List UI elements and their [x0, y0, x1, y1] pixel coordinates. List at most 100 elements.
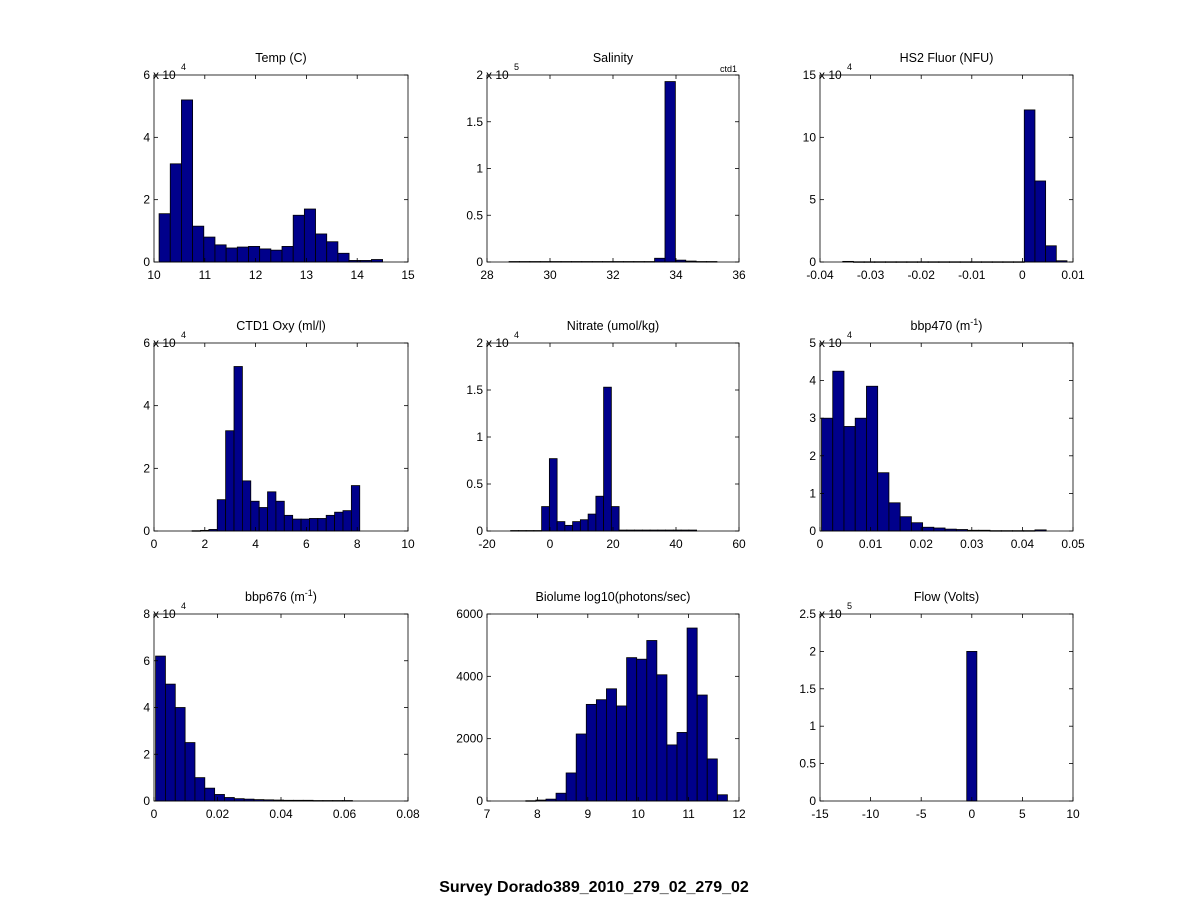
axis-multiplier-exponent: 4: [181, 62, 186, 72]
x-tick-label: 0.01: [1061, 268, 1085, 282]
histogram-bar: [1034, 180, 1047, 263]
histogram-bar: [169, 163, 182, 263]
histogram-bar: [275, 500, 285, 532]
axis-multiplier: x 10: [153, 607, 176, 621]
histogram-bar: [832, 370, 845, 532]
x-tick-label: 11: [199, 268, 212, 282]
histogram-bar: [259, 248, 272, 263]
histogram-bar: [326, 241, 339, 263]
histogram-bar: [843, 426, 856, 532]
y-tick-label: 4: [143, 130, 150, 144]
histogram-bar: [224, 797, 235, 802]
x-tick-label: 32: [606, 268, 620, 282]
axes-box: [486, 342, 740, 532]
histogram-bar: [866, 385, 879, 532]
x-tick-label: -20: [478, 537, 496, 551]
axes-box: [486, 613, 740, 802]
histogram-bar: [337, 252, 350, 263]
x-tick-label: 8: [354, 537, 361, 551]
histogram-bar: [595, 699, 607, 802]
panel-title: Flow (Volts): [914, 590, 979, 604]
x-tick-label: 13: [300, 268, 314, 282]
x-tick-label: 7: [484, 807, 491, 821]
panel-title: bbp470 (m-1): [911, 317, 983, 333]
y-tick-label: 6: [143, 336, 150, 350]
histogram-bar: [548, 458, 558, 532]
y-tick-label: 2: [143, 747, 150, 761]
y-tick-label: 1: [809, 719, 816, 733]
histogram-bar: [194, 777, 206, 802]
x-tick-label: -0.01: [958, 268, 986, 282]
histogram-bar: [585, 703, 597, 802]
histogram-bar: [541, 506, 550, 532]
histogram-bar: [270, 249, 283, 263]
y-tick-label: 0.5: [799, 757, 816, 771]
x-tick-label: 12: [732, 807, 746, 821]
x-tick-label: 28: [480, 268, 494, 282]
histogram-bar: [565, 772, 577, 802]
y-tick-label: 5: [809, 336, 816, 350]
histogram-bar: [666, 744, 678, 802]
y-tick-label: 6: [143, 654, 150, 668]
y-tick-label: 0: [476, 255, 483, 269]
x-tick-label: 0: [547, 537, 554, 551]
histogram-bar: [579, 519, 589, 532]
axis-multiplier: x 10: [486, 68, 509, 82]
histogram-bar: [155, 655, 166, 802]
y-tick-label: 0: [476, 794, 483, 808]
x-tick-label: 0: [968, 807, 975, 821]
x-tick-label: 0.04: [269, 807, 293, 821]
histogram-panel: 0 0.01 0.02 0.03 0.04 0.05 0 1 2 3 4 5 bbp470 (m-1) x…: [809, 317, 1085, 551]
x-tick-label: 4: [252, 537, 259, 551]
histogram-bar: [854, 417, 867, 532]
y-tick-label: 8: [143, 607, 150, 621]
y-tick-label: 0: [809, 255, 816, 269]
y-tick-label: 2: [476, 336, 483, 350]
histogram-bar: [248, 246, 261, 263]
histogram-bar: [686, 627, 698, 802]
x-tick-label: 10: [147, 268, 161, 282]
y-tick-label: 0: [143, 255, 150, 269]
axis-multiplier: x 10: [486, 336, 509, 350]
histogram-bar: [706, 758, 718, 802]
histogram-bar: [564, 524, 574, 532]
x-tick-label: 0: [151, 537, 158, 551]
x-tick-label: 2: [201, 537, 208, 551]
x-tick-label: 30: [543, 268, 557, 282]
histogram-bar: [575, 733, 587, 802]
x-tick-label: 34: [669, 268, 683, 282]
y-tick-label: 4: [143, 399, 150, 413]
histogram-bar: [610, 506, 620, 532]
histogram-bar: [555, 792, 567, 802]
x-tick-label: 0.04: [1011, 537, 1035, 551]
y-tick-label: 4: [809, 374, 816, 388]
y-tick-label: 6000: [456, 607, 483, 621]
y-tick-label: 2: [809, 449, 816, 463]
histogram-bar: [303, 208, 316, 263]
histogram-bar: [325, 514, 335, 532]
histogram-bar: [933, 527, 946, 532]
y-tick-label: 2: [143, 461, 150, 475]
histogram-bar: [174, 707, 186, 802]
y-tick-label: 15: [803, 68, 817, 82]
x-tick-label: 10: [401, 537, 415, 551]
panel-title: CTD1 Oxy (ml/l): [236, 319, 326, 333]
x-tick-label: 0.03: [960, 537, 984, 551]
x-tick-label: 12: [249, 268, 263, 282]
x-tick-label: 0.08: [396, 807, 420, 821]
axis-multiplier: x 10: [153, 68, 176, 82]
x-tick-label: 10: [1066, 807, 1080, 821]
y-tick-label: 0: [809, 794, 816, 808]
histogram-bar: [595, 495, 605, 532]
histogram-bar: [292, 214, 305, 263]
panel-title: Salinity: [593, 51, 634, 65]
y-tick-label: 0: [143, 794, 150, 808]
y-tick-label: 1.5: [466, 383, 483, 397]
histogram-bar: [922, 526, 935, 532]
histogram-panel: 0 0.02 0.04 0.06 0.08 0 2 4 6 8 bbp676 (m-1) x 10 4: [143, 588, 420, 821]
axes-box: [819, 613, 1074, 802]
histogram-bar: [281, 246, 294, 263]
histogram-bar: [616, 705, 628, 802]
x-tick-label: -5: [916, 807, 927, 821]
